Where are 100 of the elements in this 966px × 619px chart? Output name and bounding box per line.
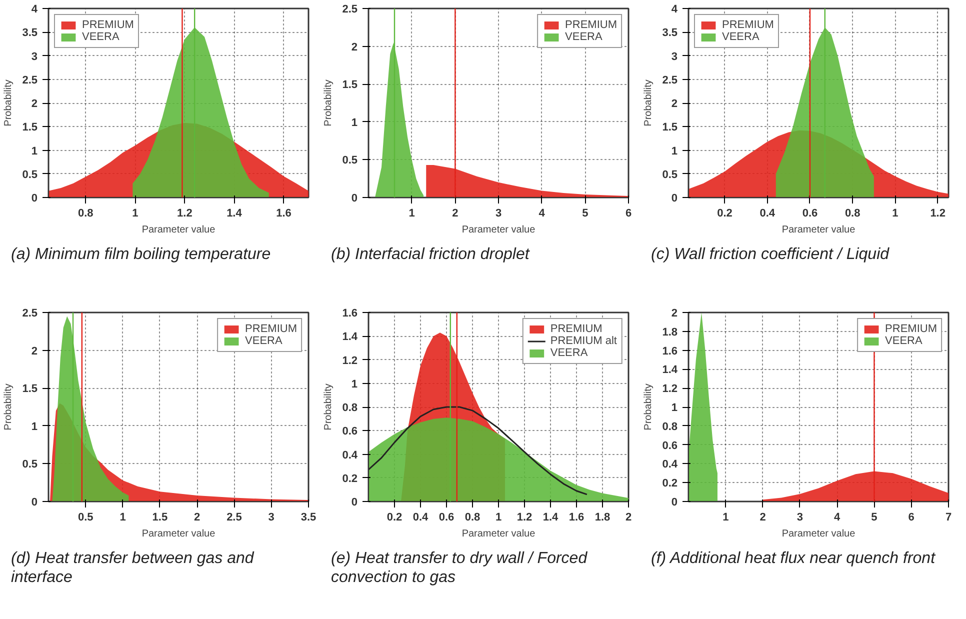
legend-label: VEERA <box>565 31 602 43</box>
y-tick-label: 1.5 <box>662 122 678 134</box>
text: (c) Wall friction coefficient / Liquid <box>651 245 890 264</box>
y-axis-title: Probability <box>323 80 334 126</box>
y-tick-label: 0.2 <box>342 472 358 485</box>
x-tick-label: 6 <box>908 512 914 524</box>
y-tick-label: 0 <box>351 192 358 204</box>
y-tick-label: 1 <box>351 116 358 129</box>
x-tick-label: 5 <box>582 208 588 220</box>
x-tick-label: 3 <box>268 512 274 524</box>
x-tick-label: 0.8 <box>844 208 860 220</box>
x-tick-label: 1.4 <box>542 512 560 524</box>
y-axis-title: Probability <box>3 80 14 126</box>
x-axis-title: Parameter value <box>142 224 216 236</box>
legend-label: PREMIUM <box>245 323 297 335</box>
x-tick-label: 0.6 <box>438 512 454 524</box>
legend-label: VEERA <box>82 31 120 43</box>
y-tick-label: 0 <box>31 192 38 204</box>
y-axis-title: Probability <box>3 384 14 430</box>
x-tick-label: 0.4 <box>760 208 776 220</box>
y-tick-label: 3.5 <box>22 27 38 40</box>
y-tick-label: 0 <box>31 496 38 508</box>
x-tick-label: 1 <box>892 208 898 220</box>
x-tick-label: 2 <box>625 512 632 524</box>
y-tick-label: 3.5 <box>662 27 678 40</box>
y-tick-label: 0.4 <box>342 449 358 462</box>
x-tick-label: 3.5 <box>300 512 316 524</box>
y-tick-label: 1 <box>31 420 38 433</box>
x-axis-title: Parameter value <box>782 528 856 540</box>
x-tick-label: 1 <box>132 208 138 220</box>
legend-label: PREMIUM <box>82 19 134 31</box>
y-axis-title: Probability <box>323 384 334 430</box>
x-tick-label: 2 <box>452 208 458 220</box>
y-tick-label: 0 <box>351 496 358 508</box>
x-axis-title: Parameter value <box>462 528 536 540</box>
x-tick-label: 1.2 <box>177 208 192 220</box>
x-axis-title: Parameter value <box>782 224 856 236</box>
y-tick-label: 0.5 <box>22 168 38 181</box>
legend-label: VEERA <box>722 31 760 43</box>
y-tick-label: 1.5 <box>22 122 38 134</box>
y-tick-label: 0.5 <box>22 458 38 471</box>
y-tick-label: 1.6 <box>662 345 678 358</box>
y-tick-label: 2 <box>31 345 38 358</box>
x-tick-label: 1.2 <box>516 512 532 524</box>
y-tick-label: 1.2 <box>662 383 678 396</box>
y-tick-label: 4 <box>671 4 678 16</box>
y-tick-label: 0.5 <box>342 154 358 167</box>
x-tick-label: 6 <box>625 208 632 220</box>
y-tick-label: 0.8 <box>342 402 358 414</box>
y-tick-label: 0 <box>671 192 678 204</box>
legend-label: PREMIUM <box>722 19 774 31</box>
legend-label: PREMIUM <box>565 19 617 31</box>
y-tick-label: 1.4 <box>662 364 678 376</box>
y-tick-label: 2 <box>671 98 678 110</box>
y-tick-label: 1 <box>671 402 678 414</box>
y-tick-label: 1 <box>671 145 678 158</box>
x-tick-label: 1 <box>408 208 415 220</box>
y-tick-label: 0.8 <box>662 420 678 433</box>
y-tick-label: 1.8 <box>662 326 678 338</box>
text: (f) Additional heat flux near quench front <box>651 549 936 568</box>
x-tick-label: 0.8 <box>78 208 94 220</box>
legend-label: PREMIUM <box>550 323 602 335</box>
legend-label: VEERA <box>245 335 282 347</box>
x-tick-label: 4 <box>834 512 842 524</box>
y-tick-label: 2.5 <box>22 74 38 86</box>
x-tick-label: 0.2 <box>717 208 732 220</box>
x-tick-label: 1 <box>495 512 502 524</box>
x-tick-label: 2.5 <box>226 512 242 524</box>
y-axis-title: Probability <box>643 384 654 430</box>
x-tick-label: 3 <box>796 512 803 524</box>
x-tick-label: 1.5 <box>152 512 168 524</box>
legend-label: VEERA <box>885 335 922 347</box>
x-tick-label: 4 <box>538 208 546 220</box>
y-tick-label: 2.5 <box>662 74 678 86</box>
x-tick-label: 1 <box>120 512 126 524</box>
legend-label: PREMIUM alt <box>550 335 617 347</box>
text: (d) Heat transfer between gas and interface <box>11 549 256 588</box>
x-tick-label: 1.2 <box>930 208 946 220</box>
y-tick-label: 1.5 <box>342 79 358 92</box>
x-axis-title: Parameter value <box>142 528 216 540</box>
y-tick-label: 1 <box>351 378 358 390</box>
y-tick-label: 2 <box>671 308 678 320</box>
x-tick-label: 1 <box>722 512 729 524</box>
y-tick-label: 2.5 <box>342 4 358 16</box>
text: (a) Minimum film boiling temperature <box>11 245 271 264</box>
x-tick-label: 1.4 <box>226 208 243 220</box>
x-axis-title: Parameter value <box>462 224 536 236</box>
y-tick-label: 3 <box>671 50 678 63</box>
y-tick-label: 2 <box>31 98 38 110</box>
y-tick-label: 1.2 <box>342 354 358 367</box>
text: (e) Heat transfer to dry wall / Forced convection to gas <box>331 549 588 588</box>
y-tick-label: 1.5 <box>22 383 38 396</box>
text: (b) Interfacial friction droplet <box>331 245 530 264</box>
x-tick-label: 0.6 <box>802 208 818 220</box>
x-tick-label: 5 <box>871 512 878 524</box>
x-tick-label: 1.6 <box>568 512 584 524</box>
y-tick-label: 1.6 <box>342 308 358 320</box>
y-axis-title: Probability <box>643 80 654 126</box>
y-tick-label: 0.6 <box>342 426 358 438</box>
y-tick-label: 1.4 <box>342 331 358 344</box>
